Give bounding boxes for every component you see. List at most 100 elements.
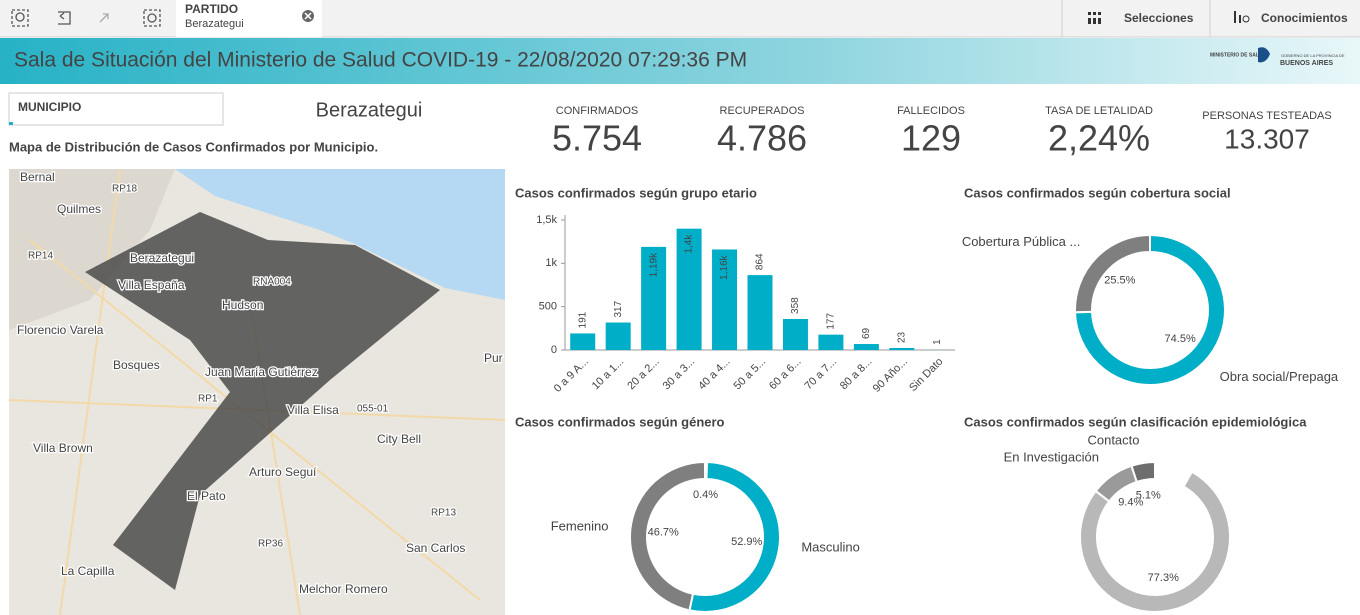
- bar-value-label: 23: [896, 331, 907, 343]
- selections-icon[interactable]: [1088, 12, 1101, 24]
- logo-top: GOBIERNO DE LA PROVINCIA DE: [1281, 53, 1345, 58]
- chart-title: Casos confirmados según grupo etario: [515, 185, 757, 200]
- donut-slice: [1074, 233, 1151, 314]
- slice-category: Cobertura Pública ...: [962, 234, 1081, 249]
- map-label: 055-01: [357, 404, 389, 415]
- slice-percent: 77.3%: [1148, 572, 1179, 584]
- slice-percent: 74.5%: [1165, 333, 1196, 345]
- insights-icon[interactable]: [1234, 11, 1250, 23]
- map-label: San Carlos: [406, 541, 465, 555]
- kpi-label: CONFIRMADOS: [556, 105, 639, 117]
- chart-title: Casos confirmados según cobertura social: [964, 185, 1231, 200]
- map-label: RP36: [258, 539, 283, 550]
- selections-button[interactable]: Selecciones: [1124, 11, 1194, 25]
- insights-button[interactable]: Conocimientos: [1261, 11, 1348, 25]
- donut-slice: [1074, 233, 1226, 386]
- map-label: City Bell: [377, 432, 421, 446]
- selection-value: Berazategui: [185, 18, 244, 30]
- x-tick-label: Sin Dato: [907, 356, 945, 394]
- slice-percent: 9.4%: [1118, 497, 1143, 509]
- y-tick-label: 500: [539, 301, 557, 313]
- x-tick-label: 90 Año...: [871, 356, 910, 395]
- filter-box[interactable]: [8, 92, 224, 126]
- bar: [641, 246, 667, 350]
- bar-value-label: 1,19k: [648, 252, 659, 277]
- map-label: Villa España: [118, 278, 185, 292]
- map[interactable]: Bernal RP18 Quilmes RP14 Berazategui Villa Es…: [9, 169, 505, 615]
- bar-value-label: 1,16k: [719, 254, 730, 279]
- bar-value-label: 1,4k: [684, 234, 695, 254]
- x-tick-label: 40 a 4...: [696, 356, 733, 393]
- toolbar-icons[interactable]: [11, 9, 161, 27]
- x-tick-label: 80 a 8...: [838, 356, 875, 393]
- map-label: Pur: [484, 351, 503, 365]
- x-tick-label: 60 a 6...: [767, 356, 804, 393]
- slice-category: Contacto: [1087, 433, 1139, 448]
- charts: Casos confirmados según grupo etario 0 500…: [515, 185, 1339, 613]
- map-label: Bosques: [113, 358, 160, 372]
- slice-category: Obra social/Prepaga: [1220, 369, 1339, 384]
- y-tick-label: 0: [551, 344, 557, 356]
- header-title: Sala de Situación del Ministerio de Salu…: [14, 49, 747, 72]
- map-label: Hudson: [222, 298, 263, 312]
- kpi-label: TASA DE LETALIDAD: [1045, 105, 1153, 117]
- map-label: Florencio Varela: [17, 323, 104, 337]
- kpi-label: RECUPERADOS: [720, 105, 805, 117]
- bar-value-label: 864: [755, 253, 766, 270]
- map-label: Melchor Romero: [299, 582, 388, 596]
- chart-title: Casos confirmados según clasificación ep…: [964, 414, 1307, 429]
- map-label: RP18: [112, 184, 137, 195]
- bar: [747, 275, 773, 350]
- map-label: RP1: [198, 394, 218, 405]
- bar-value-label: 177: [826, 313, 837, 330]
- slice-category: Masculino: [801, 540, 860, 555]
- slice-percent: 46.7%: [648, 527, 679, 539]
- slice-percent: 25.5%: [1104, 275, 1135, 287]
- map-label: Arturo Seguí: [249, 465, 317, 479]
- kpi-label: PERSONAS TESTEADAS: [1202, 110, 1331, 122]
- bar-value-label: 69: [861, 327, 872, 339]
- y-tick-label: 1k: [545, 257, 557, 269]
- selected-municipio: Berazategui: [316, 99, 423, 121]
- map-label: El Pato: [187, 489, 226, 503]
- logo-main: BUENOS AIRES: [1280, 60, 1333, 67]
- x-tick-label: 0 a 9 A...: [552, 356, 591, 395]
- x-tick-label: 20 a 2...: [625, 356, 662, 393]
- kpi-label: FALLECIDOS: [897, 105, 965, 117]
- map-label: RP13: [431, 508, 456, 519]
- kpi-value: 4.786: [717, 118, 807, 159]
- map-label: Villa Elisa: [287, 403, 339, 417]
- map-label: Bernal: [20, 170, 55, 184]
- map-label: Juan María Gutiérrez: [205, 365, 318, 379]
- logo-ministry: MINISTERIO DE SALUD: [1210, 52, 1267, 58]
- map-label: RNA004: [253, 277, 291, 288]
- slice-percent: 52.9%: [731, 536, 762, 548]
- x-tick-label: 10 a 1...: [590, 356, 627, 393]
- map-label: Berazategui: [130, 251, 194, 265]
- donut-slice: [1079, 470, 1231, 613]
- kpi-value: 5.754: [552, 118, 642, 159]
- slice-percent: 5.1%: [1136, 489, 1161, 501]
- bar: [782, 318, 808, 350]
- selection-tab[interactable]: [176, 0, 322, 37]
- y-tick-label: 1,5k: [536, 214, 557, 226]
- slice-percent: 0.4%: [693, 489, 718, 501]
- bar: [818, 334, 844, 350]
- chart-title: Casos confirmados según género: [515, 414, 725, 429]
- kpi-value: 13.307: [1224, 123, 1310, 154]
- x-tick-label: 30 a 3...: [661, 356, 698, 393]
- bar: [570, 333, 596, 350]
- filter-label: MUNICIPIO: [18, 100, 81, 114]
- kpi-value: 2,24%: [1048, 118, 1150, 159]
- donut-slice: [704, 460, 708, 481]
- bar-value-label: 358: [790, 297, 801, 314]
- x-tick-label: 50 a 5...: [732, 356, 769, 393]
- bar-value-label: 191: [577, 311, 588, 328]
- map-title: Mapa de Distribución de Casos Confirmado…: [9, 139, 378, 154]
- bar: [712, 249, 738, 350]
- selection-field: PARTIDO: [185, 2, 238, 16]
- logo-shape: [1258, 47, 1270, 63]
- map-label: RP14: [28, 251, 53, 262]
- bar: [853, 344, 879, 350]
